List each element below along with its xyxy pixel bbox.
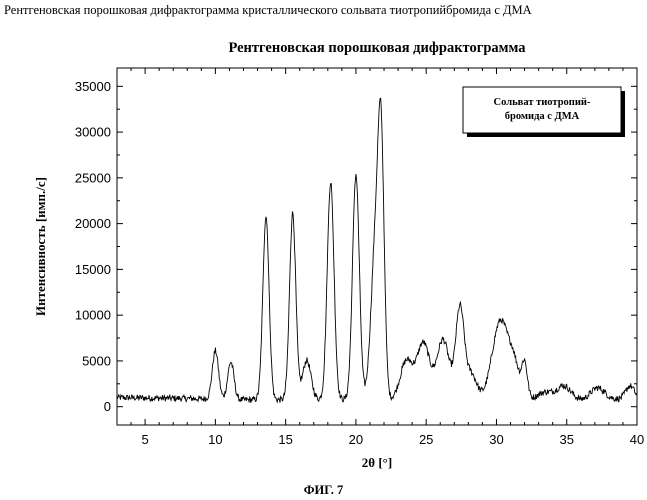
x-tick-label: 25 [419,432,433,447]
x-tick-label: 40 [630,432,644,447]
legend-box: Сольват тиотропий-бромида с ДМА [462,86,625,137]
y-tick-label: 10000 [75,308,111,323]
document-caption: Рентгеновская порошковая дифрактограмма … [4,3,532,17]
tick-marks [116,68,638,425]
x-tick-label: 10 [208,432,222,447]
legend-line: бромида с ДМА [505,111,580,122]
y-tick-label: 30000 [75,125,111,140]
diffractogram-line [116,97,638,404]
x-tick-label: 35 [559,432,573,447]
tick-labels: 5 10 15 20 25 30 35 40 0 5000 10000 15000 20000 25000… [75,79,644,447]
x-tick-label: 15 [278,432,292,447]
figure-label: ФИГ. 7 [303,483,344,497]
x-axis-title: 2θ [°] [362,455,392,470]
y-tick-label: 5000 [82,353,111,368]
y-axis-title: Интенсивность [имп./с] [33,177,48,316]
y-tick-label: 15000 [75,262,111,277]
legend-frame [462,86,622,134]
y-tick-label: 0 [104,399,111,414]
y-tick-label: 20000 [75,216,111,231]
y-tick-label: 35000 [75,79,111,94]
x-tick-label: 20 [349,432,363,447]
x-tick-label: 5 [141,432,148,447]
y-tick-label: 25000 [75,170,111,185]
legend-line: Сольват тиотропий- [494,97,591,108]
chart-title: Рентгеновская порошковая дифрактограмма [228,40,526,56]
x-tick-label: 30 [489,432,503,447]
